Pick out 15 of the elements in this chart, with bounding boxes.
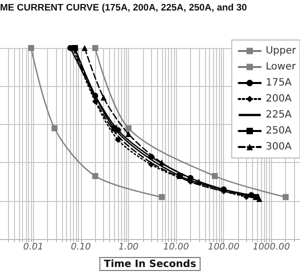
x-tick-label: 100.00 [208, 242, 240, 253]
x-tick-label: 0.01 [23, 242, 44, 253]
legend-label: 200A [266, 94, 292, 104]
legend-label: 225A [266, 110, 292, 120]
legend-label: 300A [266, 142, 292, 152]
x-tick-label: 1000.00 [252, 242, 290, 253]
x-tick-label: 10.00 [163, 242, 190, 253]
legend-label: 175A [266, 78, 292, 88]
chart-title: ME CURRENT CURVE (175A, 200A, 225A, 250A, and 30 [0, 2, 247, 14]
legend-label: 250A [266, 126, 292, 136]
legend-label: Lower [266, 62, 297, 72]
x-tick-label: 0.10 [70, 242, 92, 253]
x-tick-label: 1.00 [118, 242, 139, 253]
legend-label: Upper [266, 46, 297, 56]
x-axis-title: Time In Seconds [104, 259, 196, 270]
